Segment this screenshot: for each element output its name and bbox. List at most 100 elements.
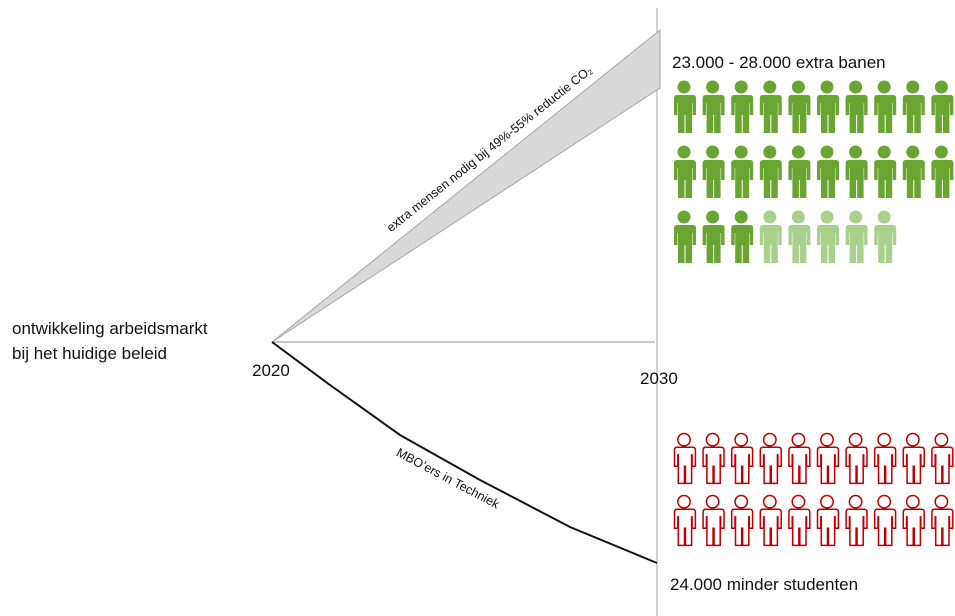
person-part: [817, 95, 839, 133]
person-part: [817, 225, 839, 263]
person-part: [848, 432, 863, 447]
person-part: [674, 160, 696, 198]
person-icon: [817, 80, 839, 133]
person-part: [702, 225, 725, 263]
person-part: [845, 446, 868, 485]
person-part: [934, 494, 949, 509]
person-part: [906, 145, 920, 159]
person-part: [759, 160, 782, 198]
person-part: [931, 95, 954, 133]
person-icon: [817, 145, 839, 198]
person-icon: [673, 494, 697, 547]
person-part: [817, 160, 839, 198]
person-part: [788, 95, 811, 133]
person-part: [905, 494, 920, 509]
person-part: [845, 160, 868, 198]
person-part: [763, 145, 777, 159]
person-part: [877, 494, 892, 509]
person-part: [677, 432, 691, 447]
person-part: [674, 225, 696, 263]
person-icon: [759, 210, 782, 263]
person-part: [731, 160, 754, 198]
person-part: [759, 446, 782, 485]
person-part: [702, 160, 725, 198]
lower-line-label: MBO’ers in Techniek: [394, 445, 502, 511]
person-part: [791, 432, 806, 447]
person-part: [788, 446, 811, 485]
person-icon: [731, 80, 754, 133]
person-part: [759, 95, 782, 133]
person-part: [934, 80, 948, 94]
person-part: [874, 95, 897, 133]
person-part: [702, 446, 725, 485]
left-label-line: bij het huidige beleid: [12, 344, 167, 363]
person-icon: [788, 210, 811, 263]
person-part: [759, 508, 782, 547]
person-part: [702, 508, 725, 547]
person-icon: [817, 210, 839, 263]
person-icon: [902, 145, 925, 198]
person-icon: [816, 494, 840, 547]
person-part: [791, 210, 805, 224]
person-part: [734, 145, 748, 159]
person-part: [873, 508, 897, 547]
person-part: [677, 80, 691, 94]
person-icon: [845, 80, 868, 133]
person-part: [706, 210, 720, 224]
person-icon: [874, 210, 897, 263]
person-part: [906, 80, 920, 94]
loss-caption: 24.000 minder studenten: [670, 575, 858, 594]
person-part: [763, 210, 777, 224]
person-icon: [730, 432, 754, 485]
person-part: [845, 225, 868, 263]
person-part: [931, 160, 954, 198]
person-part: [759, 225, 782, 263]
person-icon: [674, 210, 696, 263]
person-part: [877, 145, 891, 159]
person-icon: [702, 494, 725, 547]
upper-band: [271, 28, 661, 343]
person-part: [677, 145, 691, 159]
person-part: [816, 508, 840, 547]
person-icon: [902, 80, 925, 133]
person-part: [677, 210, 691, 224]
person-part: [905, 432, 920, 447]
person-part: [673, 446, 697, 485]
person-icon: [702, 145, 725, 198]
axis-start: 2020: [252, 361, 290, 380]
left-label-line: ontwikkeling arbeidsmarkt: [12, 319, 208, 338]
person-icon: [845, 210, 868, 263]
person-part: [731, 225, 754, 263]
person-part: [731, 95, 754, 133]
person-icon: [931, 80, 954, 133]
person-part: [702, 95, 725, 133]
person-icon: [674, 80, 696, 133]
person-icon: [673, 432, 697, 485]
person-part: [706, 80, 720, 94]
person-part: [820, 494, 834, 509]
person-icon: [788, 432, 811, 485]
person-part: [705, 494, 720, 509]
person-part: [820, 432, 834, 447]
person-part: [931, 508, 954, 547]
person-part: [820, 210, 834, 224]
person-part: [791, 494, 806, 509]
person-part: [730, 508, 754, 547]
person-part: [762, 494, 777, 509]
person-icon: [816, 432, 840, 485]
person-part: [902, 95, 925, 133]
person-icon: [788, 145, 811, 198]
person-part: [705, 432, 720, 447]
person-part: [788, 508, 811, 547]
person-part: [849, 80, 863, 94]
person-part: [849, 210, 863, 224]
person-part: [820, 145, 834, 159]
person-part: [877, 80, 891, 94]
person-icon: [845, 145, 868, 198]
person-icon: [874, 80, 897, 133]
person-icon: [788, 80, 811, 133]
person-icon: [702, 432, 725, 485]
person-part: [674, 95, 696, 133]
